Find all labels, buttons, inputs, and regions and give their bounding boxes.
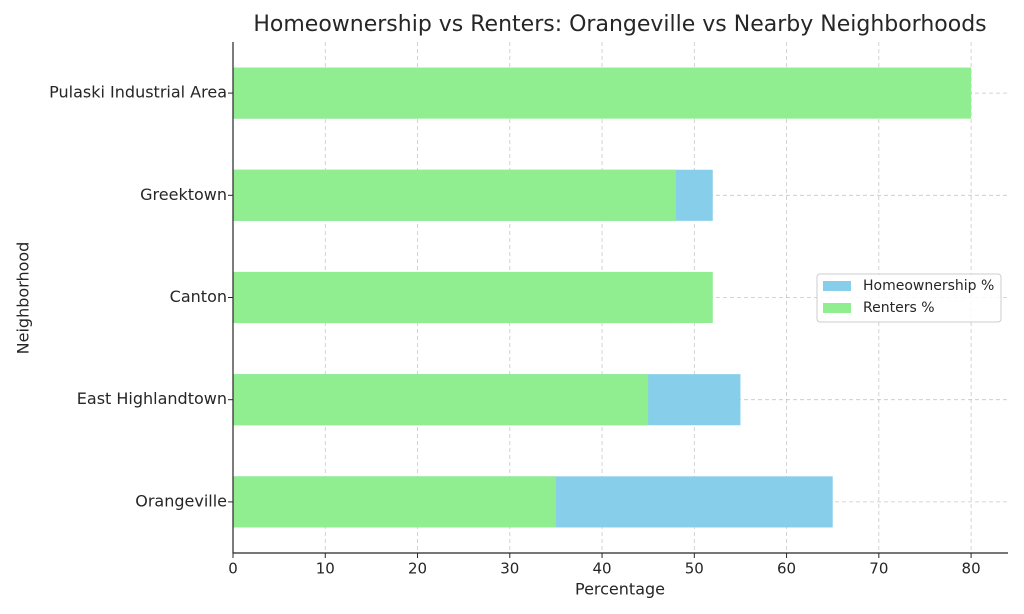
x-tick-label: 20 (408, 560, 427, 578)
x-tick-label: 60 (777, 560, 796, 578)
y-tick-label: East Highlandtown (77, 389, 227, 408)
legend-box (816, 273, 1002, 323)
y-tick-label: Greektown (140, 185, 227, 204)
x-tick-label: 0 (228, 560, 238, 578)
x-tick-label: 10 (316, 560, 335, 578)
x-tick-label: 50 (685, 560, 704, 578)
chart-title: Homeownership vs Renters: Orangeville vs… (253, 12, 986, 37)
legend-label: Renters % (863, 300, 935, 316)
x-axis-label: Percentage (575, 580, 665, 599)
y-tick-label: Pulaski Industrial Area (49, 83, 227, 102)
axes: 0 10 20 30 40 50 60 70 80 Orangeville East Highlan… (49, 42, 1008, 578)
bar (233, 476, 556, 528)
y-tick-label: Orangeville (135, 491, 227, 510)
y-axis-label: Neighborhood (14, 242, 33, 355)
legend: Homeownership % Renters % (816, 273, 1002, 323)
y-tick-label: Canton (170, 287, 227, 306)
x-tick-label: 80 (962, 560, 981, 578)
x-tick-label: 40 (593, 560, 612, 578)
legend-swatch (823, 303, 851, 313)
legend-swatch (823, 281, 851, 291)
bar (233, 374, 649, 426)
legend-label: Homeownership % (863, 278, 994, 294)
bars (233, 67, 972, 528)
x-tick-label: 30 (500, 560, 519, 578)
bar (233, 169, 676, 221)
x-tick-label: 70 (869, 560, 888, 578)
bar (233, 271, 713, 324)
bar (233, 67, 972, 119)
